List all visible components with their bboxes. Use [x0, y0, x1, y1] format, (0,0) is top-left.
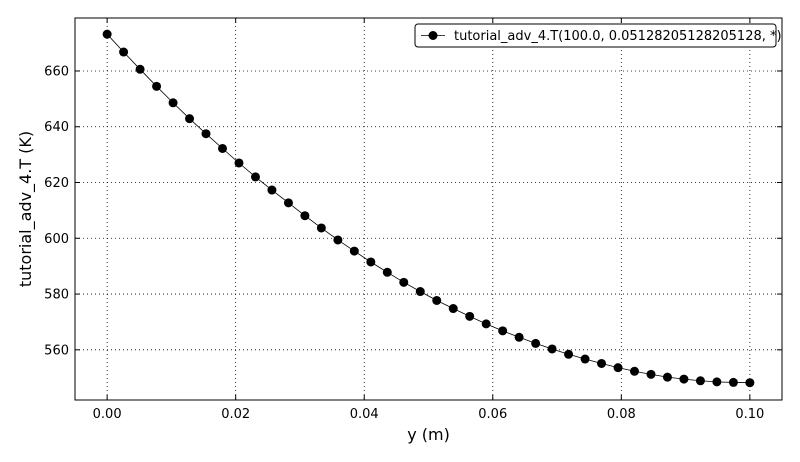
data-point — [201, 129, 211, 139]
data-point — [629, 366, 639, 376]
y-tick-label: 580 — [44, 288, 69, 303]
data-point — [382, 267, 392, 277]
axis-ticks: 0.00 0.02 0.04 0.06 0.08 0.10 560 580 600 620 640 6… — [44, 18, 782, 422]
data-point — [152, 81, 162, 91]
y-tick-label: 660 — [44, 64, 69, 79]
legend-marker-sample — [428, 31, 438, 40]
x-tick-label: 0.06 — [478, 407, 507, 422]
x-tick-label: 0.02 — [221, 407, 250, 422]
data-point — [168, 98, 178, 108]
x-tick-label: 0.00 — [93, 407, 122, 422]
data-point — [283, 198, 293, 208]
data-point — [366, 257, 376, 267]
data-point — [531, 338, 541, 348]
data-point — [119, 47, 129, 57]
data-point — [498, 326, 508, 336]
data-point — [300, 211, 310, 221]
x-tick-label: 0.08 — [607, 407, 636, 422]
data-point — [185, 114, 195, 124]
data-point — [745, 378, 755, 388]
x-tick-label: 0.10 — [735, 407, 764, 422]
data-point — [646, 369, 656, 379]
data-point — [102, 29, 112, 39]
data-point — [316, 223, 326, 233]
data-point — [613, 363, 623, 373]
series-layer — [102, 29, 755, 388]
data-point — [597, 358, 607, 368]
data-point — [399, 277, 409, 287]
y-axis-title: tutorial_adv_4.T (K) — [16, 131, 36, 287]
x-tick-label: 0.04 — [350, 407, 379, 422]
grid — [75, 18, 782, 400]
data-point — [234, 158, 244, 168]
data-point — [481, 319, 491, 329]
x-axis-title: y (m) — [407, 425, 450, 444]
data-point — [547, 344, 557, 354]
data-point — [432, 295, 442, 305]
data-point — [695, 376, 705, 386]
series-line — [106, 33, 750, 384]
data-point — [728, 377, 738, 387]
y-tick-label: 640 — [44, 120, 69, 135]
data-point — [415, 287, 425, 297]
data-point — [218, 143, 228, 153]
data-point — [465, 311, 475, 321]
data-point — [250, 172, 260, 182]
y-tick-label: 560 — [44, 343, 69, 358]
data-point — [135, 64, 145, 74]
data-point — [580, 354, 590, 364]
data-point — [564, 349, 574, 359]
data-point — [679, 374, 689, 384]
legend-box — [414, 23, 777, 48]
plot-frame — [74, 17, 783, 401]
legend: tutorial_adv_4.T(100.0, 0.05128205128205… — [414, 23, 782, 48]
data-point — [333, 235, 343, 245]
data-point — [448, 304, 458, 314]
data-point — [662, 372, 672, 382]
legend-label: tutorial_adv_4.T(100.0, 0.05128205128205… — [454, 29, 782, 44]
data-point — [267, 185, 277, 195]
data-point — [712, 377, 722, 387]
data-point — [349, 246, 359, 256]
y-tick-label: 600 — [44, 232, 69, 247]
data-point — [514, 332, 524, 342]
y-tick-label: 620 — [44, 176, 69, 191]
